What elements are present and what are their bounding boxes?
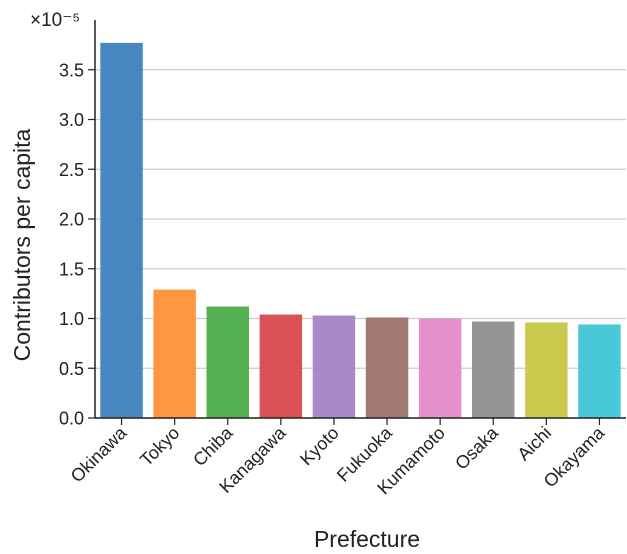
- bars: [100, 42, 621, 418]
- x-axis-label: Prefecture: [314, 526, 420, 552]
- y-scale-label: ×10⁻⁵: [30, 10, 80, 31]
- bar-kyoto: [312, 315, 356, 418]
- y-tick-label: 1.5: [59, 259, 84, 279]
- x-tick-label: Aichi: [513, 423, 555, 465]
- y-tick-label: 2.5: [59, 160, 84, 180]
- bar-chiba: [206, 306, 249, 418]
- x-tick-label: Okinawa: [67, 422, 131, 486]
- y-tick-label: 3.0: [59, 110, 84, 130]
- bar-fukuoka: [365, 317, 409, 418]
- y-tick-label: 1.0: [59, 309, 84, 329]
- bar-aichi: [525, 322, 568, 418]
- x-tick-label: Chiba: [189, 422, 237, 470]
- x-tick-label: Osaka: [451, 422, 503, 474]
- bar-osaka: [472, 321, 515, 418]
- axes: [88, 20, 626, 425]
- y-axis-label: Contributors per capita: [9, 128, 35, 361]
- bar-kumamoto: [418, 318, 462, 418]
- bar-okinawa: [100, 42, 143, 418]
- bar-kanagawa: [259, 314, 303, 418]
- x-tick-label: Kyoto: [296, 423, 343, 470]
- y-tick-labels: 0.0 0.5 1.0 1.5 2.0 2.5 3.0 3.5: [59, 60, 84, 428]
- bar-okayama: [578, 324, 621, 418]
- y-tick-label: 0.5: [59, 359, 84, 379]
- y-tick-label: 3.5: [59, 60, 84, 80]
- y-tick-label: 0.0: [59, 409, 84, 429]
- bar-tokyo: [153, 289, 196, 418]
- y-tick-label: 2.0: [59, 210, 84, 230]
- x-tick-label: Tokyo: [136, 423, 183, 470]
